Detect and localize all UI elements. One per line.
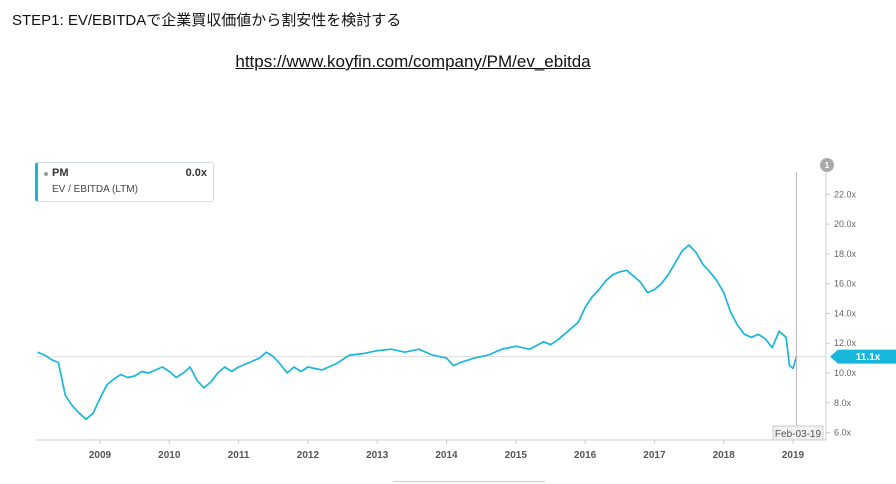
y-tick-label: 20.0x [834, 219, 857, 229]
x-tick-label: 2011 [228, 450, 250, 461]
x-axis-ticks: 2009 2010 2011 2012 2013 2014 2015 2016 2017 2018… [89, 440, 805, 461]
x-tick-label: 2018 [713, 450, 736, 461]
x-tick-label: 2013 [366, 450, 389, 461]
y-tick-label: 12.0x [834, 338, 857, 348]
pm-ev-ebitda-line [37, 244, 798, 421]
y-tick-label: 18.0x [834, 249, 857, 259]
legend-dot-icon [44, 172, 48, 176]
event-badge-label: 1 [825, 161, 830, 170]
page-heading: STEP1: EV/EBITDAで企業買収価値から割安性を検討する [12, 12, 402, 29]
x-tick-label: 2014 [435, 450, 458, 461]
legend: PM 0.0x EV / EBITDA (LTM) [35, 162, 214, 202]
x-tick-label: 2010 [158, 450, 181, 461]
date-label-text: Feb-03-19 [775, 429, 822, 440]
x-tick-label: 2012 [297, 450, 320, 461]
y-tick-label: 8.0x [834, 398, 852, 408]
y-axis-ticks: 6.0x 8.0x 10.0x 12.0x 14.0x 16.0x 18.0x 20.0x 22… [826, 189, 857, 438]
legend-value: 0.0x [185, 167, 207, 179]
y-tick-label: 10.0x [834, 368, 857, 378]
x-tick-label: 2015 [505, 450, 528, 461]
last-value-label: 11.1x [856, 352, 881, 363]
y-tick-label: 22.0x [834, 189, 857, 199]
bottom-divider [393, 481, 545, 482]
y-tick-label: 6.0x [834, 428, 852, 438]
y-tick-label: 16.0x [834, 279, 857, 289]
x-tick-label: 2016 [574, 450, 597, 461]
x-tick-label: 2017 [643, 450, 666, 461]
last-value-badge: 11.1x [830, 349, 896, 364]
legend-ticker: PM [52, 167, 69, 179]
date-label: Feb-03-19 [772, 425, 824, 441]
legend-metric: EV / EBITDA (LTM) [52, 184, 138, 195]
source-link[interactable]: https://www.koyfin.com/company/PM/ev_ebi… [235, 52, 591, 71]
x-tick-label: 2019 [782, 450, 805, 461]
y-tick-label: 14.0x [834, 308, 857, 318]
x-tick-label: 2009 [89, 450, 112, 461]
event-badge[interactable]: 1 [820, 158, 834, 172]
